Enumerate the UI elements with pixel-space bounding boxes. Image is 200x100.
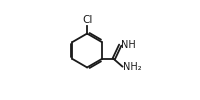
Text: NH₂: NH₂ (123, 62, 142, 72)
Text: NH: NH (121, 40, 136, 50)
Text: Cl: Cl (82, 15, 92, 25)
